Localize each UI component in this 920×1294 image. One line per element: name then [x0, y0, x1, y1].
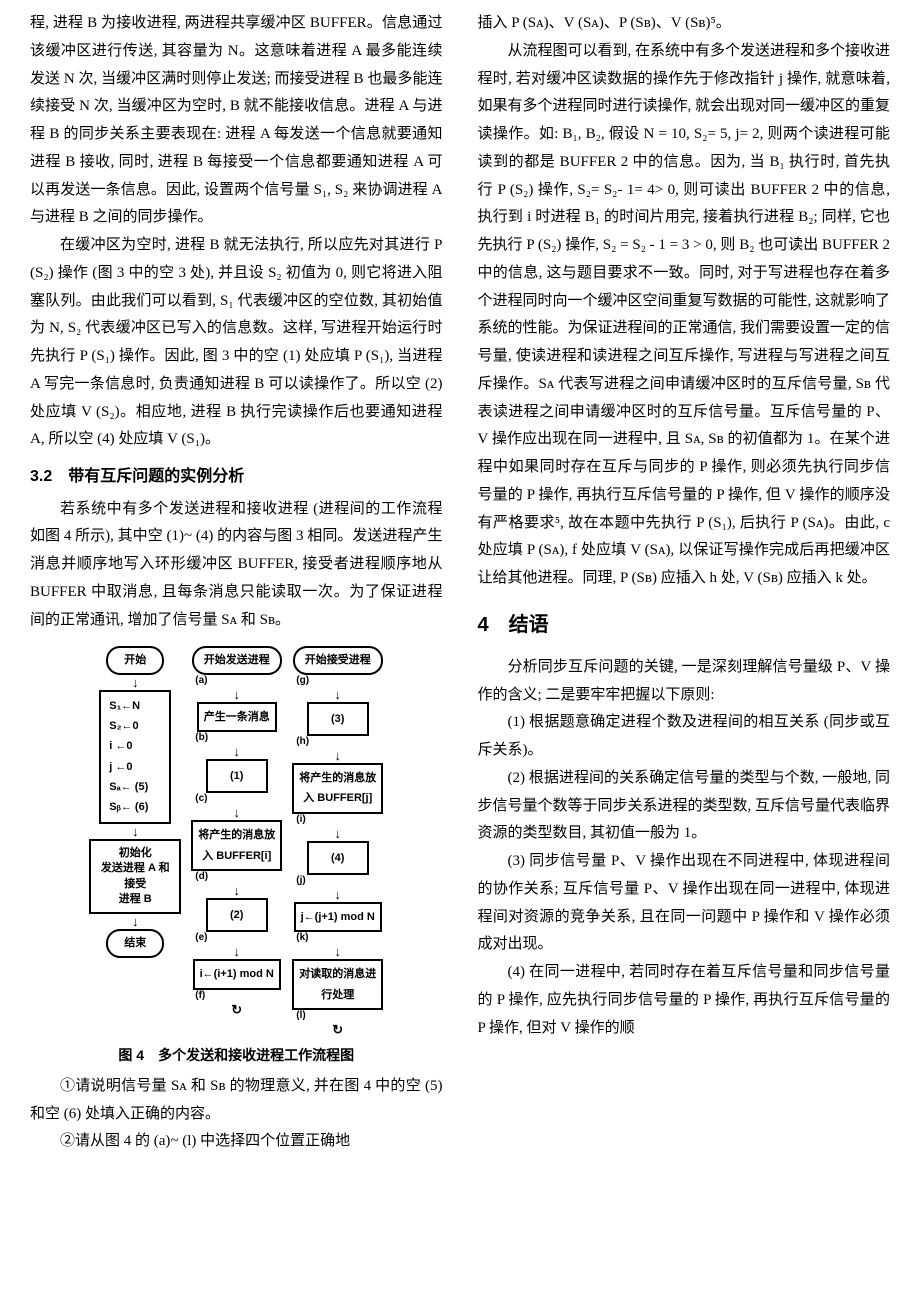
arrow-down-icon: ↓ [234, 945, 241, 958]
flow-col-sender: 开始发送进程 (a) ↓ 产生一条消息 (b) ↓ (1) (c) ↓ 将产生的… [191, 646, 282, 1037]
flow-label-c: (c) [195, 793, 207, 805]
arrow-down-icon: ↓ [335, 945, 342, 958]
figure-4: 开始 ↓ S₁←N S₂←0 i ←0 j ←0 Sₐ← (5) Sᵦ← (6)… [30, 646, 443, 1037]
flow-start: 开始 [106, 646, 164, 674]
flow-end: 结束 [106, 929, 164, 957]
arrow-down-icon: ↓ [234, 806, 241, 819]
para: 在缓冲区为空时, 进程 B 就无法执行, 所以应先对其进行 P (S₂) 操作 … [30, 232, 443, 454]
para: 插入 P (Sᴀ)、V (Sᴀ)、P (Sʙ)、V (Sʙ)⁵。 [478, 10, 891, 38]
right-column: 插入 P (Sᴀ)、V (Sᴀ)、P (Sʙ)、V (Sʙ)⁵。 从流程图可以看… [478, 10, 891, 1156]
arrow-down-icon: ↓ [335, 688, 342, 701]
para-q1: ①请说明信号量 Sᴀ 和 Sʙ 的物理意义, 并在图 4 中的空 (5) 和空 … [30, 1073, 443, 1129]
flow-label-l: (l) [296, 1010, 305, 1022]
flow-label-e: (e) [195, 932, 207, 944]
flow-init-proc: 初始化 发送进程 A 和接受 进程 B [89, 839, 181, 915]
arrow-down-icon: ↓ [234, 688, 241, 701]
flow-process-msg: 对读取的消息进 行处理 [292, 959, 383, 1010]
flow-j-inc: j←(j+1) mod N [294, 902, 382, 932]
flow-label-i: (i) [296, 814, 305, 826]
flow-label-d: (d) [195, 871, 208, 883]
flow-put-buffer-j: 将产生的消息放 入 BUFFER[j] [292, 763, 383, 814]
flow-label-j: (j) [296, 875, 305, 887]
flow-slot-2: (2) [206, 898, 268, 932]
left-column: 程, 进程 B 为接收进程, 两进程共享缓冲区 BUFFER。信息通过该缓冲区进… [30, 10, 443, 1156]
arrow-down-icon: ↓ [335, 749, 342, 762]
flow-init-vals: S₁←N S₂←0 i ←0 j ←0 Sₐ← (5) Sᵦ← (6) [99, 690, 171, 824]
flow-receiver-start: 开始接受进程 [293, 646, 383, 674]
para: 若系统中有多个发送进程和接收进程 (进程间的工作流程如图 4 所示), 其中空 … [30, 496, 443, 635]
flow-col-init: 开始 ↓ S₁←N S₂←0 i ←0 j ←0 Sₐ← (5) Sᵦ← (6)… [89, 646, 181, 1037]
flow-label-g: (g) [296, 675, 309, 687]
flow-put-buffer-i: 将产生的消息放 入 BUFFER[i] [191, 820, 282, 871]
flow-slot-4: (4) [307, 841, 369, 875]
figure-4-caption: 图 4 多个发送和接收进程工作流程图 [30, 1043, 443, 1069]
section-heading-4: 4 结语 [478, 607, 891, 644]
flow-label-h: (h) [296, 736, 309, 748]
para-rule-3: (3) 同步信号量 P、V 操作出现在不同进程中, 体现进程间的协作关系; 互斥… [478, 848, 891, 959]
loop-arrow-icon: ↻ [231, 1003, 242, 1016]
flow-produce-msg: 产生一条消息 [197, 702, 277, 732]
arrow-down-icon: ↓ [335, 888, 342, 901]
flow-label-k: (k) [296, 932, 308, 944]
flow-label-a: (a) [195, 675, 207, 687]
section-heading-3-2: 3.2 带有互斥问题的实例分析 [30, 462, 443, 492]
flow-i-inc: i←(i+1) mod N [193, 959, 281, 989]
para: 分析同步互斥问题的关键, 一是深刻理解信号量级 P、V 操作的含义; 二是要牢牢… [478, 654, 891, 710]
para: 从流程图可以看到, 在系统中有多个发送进程和多个接收进程时, 若对缓冲区读数据的… [478, 38, 891, 593]
flow-label-b: (b) [195, 732, 208, 744]
loop-arrow-icon: ↻ [332, 1023, 343, 1036]
para: 程, 进程 B 为接收进程, 两进程共享缓冲区 BUFFER。信息通过该缓冲区进… [30, 10, 443, 232]
para-rule-1: (1) 根据题意确定进程个数及进程间的相互关系 (同步或互斥关系)。 [478, 709, 891, 765]
para-rule-2: (2) 根据进程间的关系确定信号量的类型与个数, 一般地, 同步信号量个数等于同… [478, 765, 891, 848]
arrow-down-icon: ↓ [132, 825, 139, 838]
para-q2: ②请从图 4 的 (a)~ (l) 中选择四个位置正确地 [30, 1128, 443, 1156]
para-rule-4: (4) 在同一进程中, 若同时存在着互斥信号量和同步信号量的 P 操作, 应先执… [478, 959, 891, 1042]
arrow-down-icon: ↓ [335, 827, 342, 840]
arrow-down-icon: ↓ [132, 676, 139, 689]
arrow-down-icon: ↓ [234, 884, 241, 897]
flow-slot-3: (3) [307, 702, 369, 736]
flow-label-f: (f) [195, 990, 205, 1002]
flow-col-receiver: 开始接受进程 (g) ↓ (3) (h) ↓ 将产生的消息放 入 BUFFER[… [292, 646, 383, 1037]
arrow-down-icon: ↓ [132, 915, 139, 928]
flow-slot-1: (1) [206, 759, 268, 793]
page-columns: 程, 进程 B 为接收进程, 两进程共享缓冲区 BUFFER。信息通过该缓冲区进… [30, 10, 890, 1156]
flow-sender-start: 开始发送进程 [192, 646, 282, 674]
arrow-down-icon: ↓ [234, 745, 241, 758]
flowchart: 开始 ↓ S₁←N S₂←0 i ←0 j ←0 Sₐ← (5) Sᵦ← (6)… [30, 646, 443, 1037]
